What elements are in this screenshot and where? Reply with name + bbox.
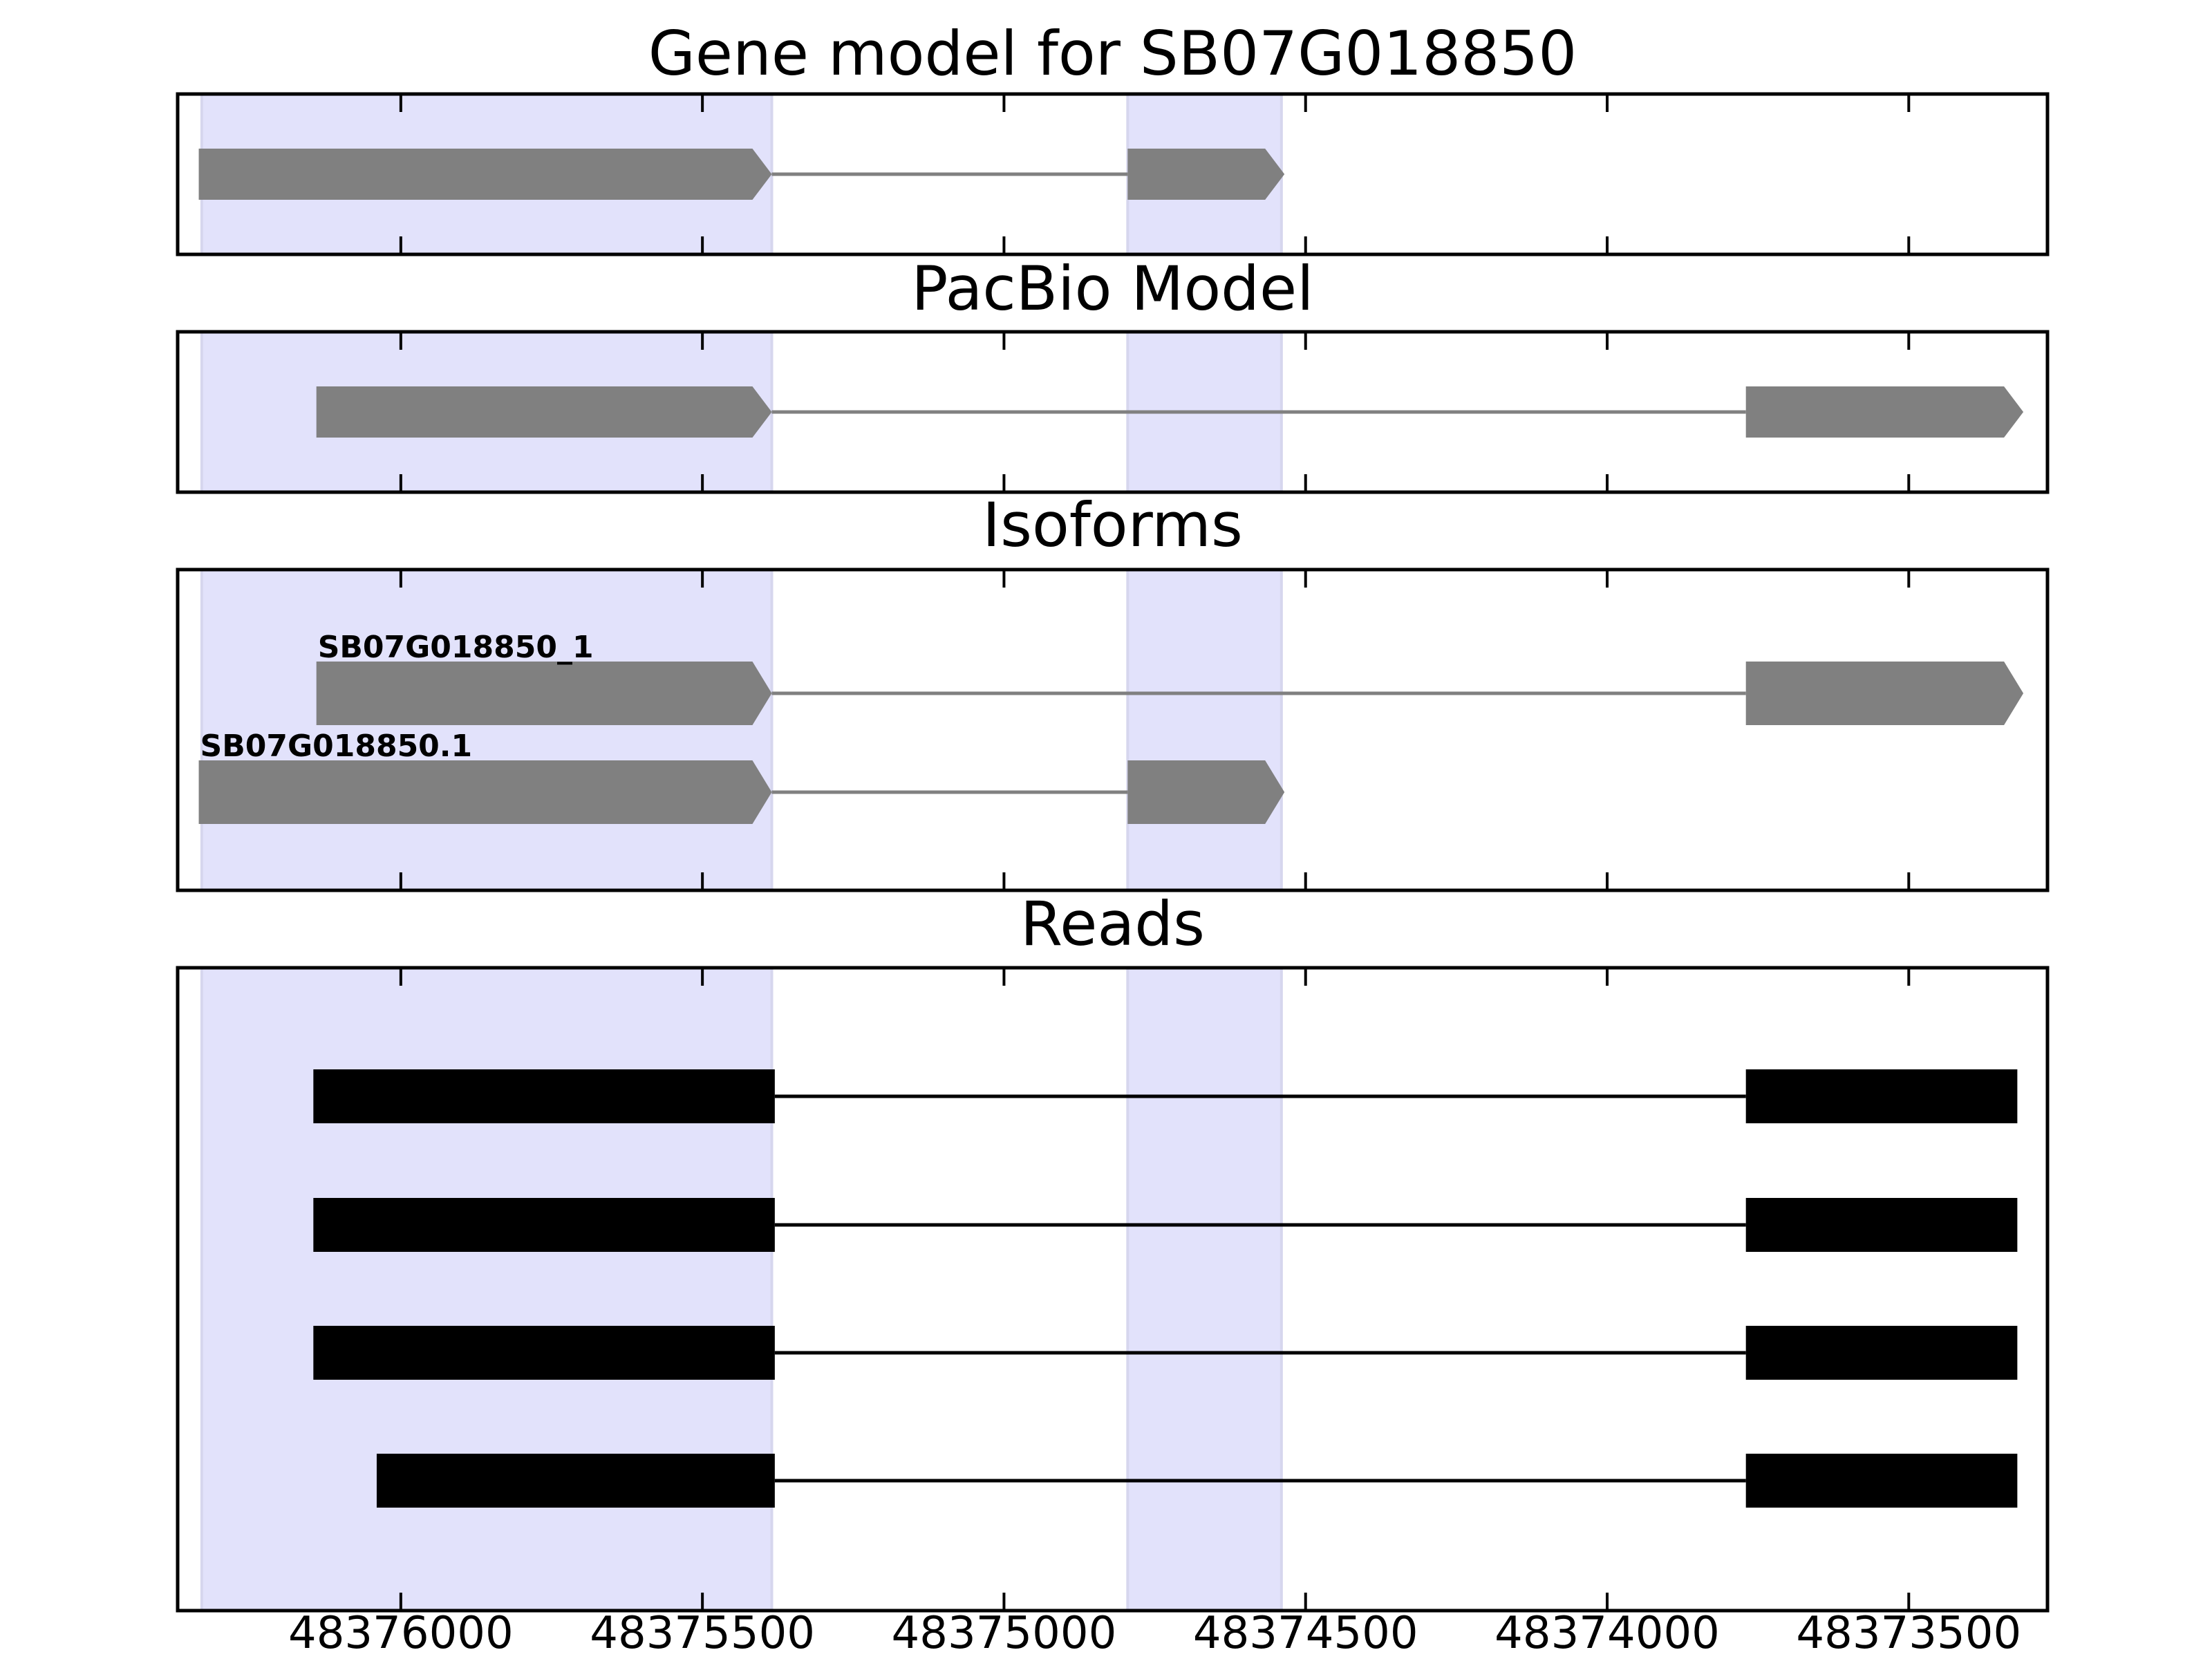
x-tick-label: 48374500 — [1193, 1608, 1418, 1659]
x-tick-label: 48375500 — [590, 1608, 815, 1659]
isoform-label: SB07G018850.1 — [200, 729, 473, 764]
highlight-region — [1126, 568, 1283, 892]
x-tick-label: 48373500 — [1796, 1608, 2021, 1659]
x-tick-label: 48375000 — [892, 1608, 1117, 1659]
panel-title: Gene model for SB07G018850 — [648, 18, 1577, 89]
isoform-label: SB07G018850_1 — [318, 630, 594, 665]
panel-title: Reads — [1020, 888, 1205, 959]
panel-frame — [176, 568, 2050, 892]
read-exon — [1745, 1454, 2018, 1508]
panel-frame — [176, 330, 2050, 494]
read-exon — [1745, 1069, 2018, 1123]
read-exon — [1745, 1326, 2018, 1380]
exon-arrow — [1127, 760, 1285, 824]
read-exon — [1745, 1198, 2018, 1252]
exon-arrow — [1745, 662, 2024, 725]
exon-arrow — [198, 760, 772, 824]
exon-arrow — [316, 386, 772, 438]
exon-arrow — [316, 662, 772, 725]
panel-frame — [176, 92, 2050, 256]
highlight-region — [1126, 966, 1283, 1612]
read-exon — [313, 1326, 775, 1380]
highlight-region — [200, 568, 774, 892]
panel-title: PacBio Model — [911, 253, 1313, 324]
panel-title: Isoforms — [982, 489, 1243, 561]
exon-arrow — [1745, 386, 2024, 438]
read-exon — [313, 1198, 775, 1252]
exon-arrow — [1127, 149, 1285, 200]
x-tick-label: 48374000 — [1494, 1608, 1720, 1659]
read-exon — [313, 1069, 775, 1123]
panel-frame — [176, 966, 2050, 1613]
read-exon — [376, 1454, 775, 1508]
highlight-region — [200, 966, 774, 1612]
exon-arrow — [198, 149, 772, 200]
x-tick-label: 48376000 — [288, 1608, 514, 1659]
